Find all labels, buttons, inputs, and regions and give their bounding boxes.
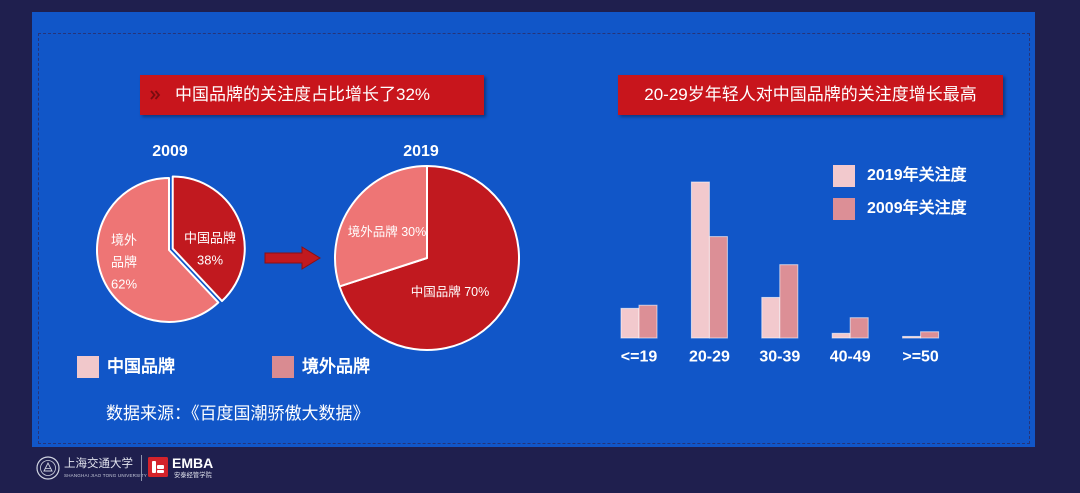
pie-1-slice-2-label: 境外 [111, 233, 137, 248]
legend-swatch-2009 [833, 198, 855, 220]
category-label-5: >=50 [902, 349, 939, 366]
banner-left-text: 中国品牌的关注度占比增长了32% [175, 85, 431, 104]
university-name-cn: 上海交通大学 [64, 456, 133, 470]
pie-2-slice-1-label: 中国品牌 70% [411, 284, 490, 299]
pie-title-2019: 2019 [403, 143, 439, 160]
bar-series-1-category-2 [690, 181, 710, 339]
footer-divider [141, 455, 142, 481]
pie-charts: 中国品牌 38% 境外品牌 62% 中国品牌 70% 境外品牌 30% [96, 165, 520, 351]
legend-label-2009: 2009年关注度 [867, 200, 967, 217]
category-label-4: 40-49 [830, 349, 871, 366]
legend-label-china-brand: 中国品牌 [107, 357, 175, 376]
bar-chart-age-groups: <=19 20-29 30-39 40-49 >=50 [620, 181, 940, 366]
bar-series-2-category-3 [779, 264, 799, 339]
pie-2-slice-2-label: 境外品牌 30% [348, 224, 427, 239]
antai-emba-logo-icon [148, 457, 168, 477]
bar-series-2-category-2 [708, 236, 728, 339]
bar-series-2-category-4 [849, 317, 869, 339]
bar-series-2-category-1 [638, 304, 658, 339]
pie-2-slice-2 [334, 165, 428, 288]
banner-right: 20-29岁年轻人对中国品牌的关注度增长最高 [618, 75, 1003, 115]
sjtu-seal-icon [36, 456, 60, 480]
pie-title-2009: 2009 [152, 143, 188, 160]
pie-chart-1: 中国品牌 38% 境外品牌 62% [96, 175, 246, 323]
banner-right-text: 20-29岁年轻人对中国品牌的关注度增长最高 [644, 85, 977, 104]
bar-series-1-category-1 [620, 307, 640, 339]
pie-1-slice-2-label: 62% [111, 277, 137, 292]
university-name-en: SHANGHAI JIAO TONG UNIVERSITY [64, 473, 147, 478]
category-label-1: <=19 [621, 349, 658, 366]
pie-1-slice-1-label: 38% [197, 253, 223, 268]
legend-swatch-china-brand [77, 356, 99, 378]
school-name: 安泰经管学院 [174, 472, 212, 479]
bar-series-1-category-3 [761, 296, 781, 339]
category-label-3: 30-39 [759, 349, 800, 366]
banner-left: 中国品牌的关注度占比增长了32% [140, 75, 484, 115]
double-chevron-icon [150, 90, 161, 100]
pie-1-slice-2 [96, 177, 220, 323]
category-label-2: 20-29 [689, 349, 730, 366]
legend-swatch-foreign-brand [272, 356, 294, 378]
bar-series-2-category-5 [920, 331, 940, 339]
pie-1-slice-2-label: 品牌 [111, 255, 137, 270]
bar-series-1-category-5 [902, 335, 922, 339]
bar-series-1-category-4 [831, 332, 851, 339]
legend-swatch-2019 [833, 165, 855, 187]
arrow-right-icon [264, 246, 321, 270]
pie-1-slice-1-label: 中国品牌 [184, 231, 236, 246]
pie-chart-2: 中国品牌 70% 境外品牌 30% [334, 165, 520, 351]
pie-2-slice-1 [338, 165, 520, 351]
legend-label-foreign-brand: 境外品牌 [302, 357, 370, 376]
legend-label-2019: 2019年关注度 [867, 167, 967, 184]
dashed-frame [38, 33, 1030, 444]
pie-1-slice-1 [171, 175, 246, 303]
emba-program-label: EMBA [172, 455, 214, 471]
data-source-note: 数据来源：《百度国潮骄傲大数据》 [106, 404, 370, 423]
